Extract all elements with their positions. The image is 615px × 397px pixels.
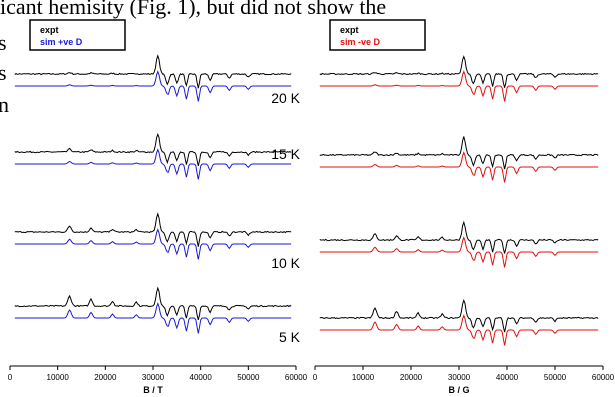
left-trace-3-expt: [14, 212, 292, 247]
left-trace-3-sim: [14, 228, 292, 260]
right-x-tick-label: 60000: [592, 373, 615, 382]
left-legend-expt: expt: [40, 25, 59, 35]
left-legend-sim: sim +ve D: [40, 37, 83, 47]
right-trace-4-sim: [319, 314, 599, 346]
left-x-axis-label: B / T: [143, 385, 163, 395]
left-trace-4-expt: [14, 286, 292, 321]
right-trace-1-expt: [319, 55, 599, 88]
left-text-fragment-3: n: [0, 92, 9, 117]
temperature-label: 10 K: [271, 255, 300, 271]
right-trace-4-expt: [319, 298, 599, 333]
left-x-tick-label: 50000: [237, 373, 260, 382]
left-x-tick-label: 20000: [94, 373, 117, 382]
left-trace-1-expt: [14, 54, 292, 89]
left-trace-2-sim: [14, 148, 292, 180]
right-trace-2-sim: [319, 151, 599, 183]
left-trace-1-sim: [14, 70, 292, 102]
right-legend-expt: expt: [340, 25, 359, 35]
left-trace-4-sim: [14, 302, 292, 334]
left-x-tick-label: 30000: [142, 373, 165, 382]
left-x-tick-label: 60000: [285, 373, 308, 382]
left-panel: 0 10000 20000 30000 40000 50000 60000 B / T ex…: [8, 19, 308, 395]
caption-fragment: icant hemisity (Fig. 1), but did not sho…: [0, 0, 387, 19]
right-panel: 0 10000 20000 30000 40000 50000 60000 B / G ex…: [313, 19, 615, 395]
right-trace-3-sim: [319, 236, 599, 268]
left-x-tick-label: 40000: [190, 373, 213, 382]
left-text-fragment-1: s: [0, 30, 7, 55]
right-trace-3-expt: [319, 220, 599, 254]
left-x-tick-label: 0: [8, 373, 13, 382]
temperature-label: 5 K: [279, 329, 301, 345]
right-trace-1-sim: [319, 70, 599, 102]
right-x-tick-label: 0: [313, 373, 318, 382]
left-trace-2-expt: [14, 132, 292, 167]
right-x-tick-label: 50000: [544, 373, 567, 382]
right-x-tick-label: 10000: [352, 373, 375, 382]
left-text-fragment-2: s: [0, 60, 7, 85]
right-x-tick-label: 40000: [496, 373, 519, 382]
right-legend-sim: sim -ve D: [340, 37, 381, 47]
right-trace-2-expt: [319, 136, 599, 170]
right-x-tick-label: 30000: [448, 373, 471, 382]
left-legend-box: [29, 19, 126, 51]
temperature-label: 20 K: [271, 90, 300, 106]
right-x-axis-label: B / G: [448, 385, 469, 395]
left-x-tick-label: 10000: [47, 373, 70, 382]
right-legend-box: [329, 19, 426, 51]
right-x-tick-label: 20000: [400, 373, 423, 382]
temperature-label: 15 K: [271, 146, 300, 162]
